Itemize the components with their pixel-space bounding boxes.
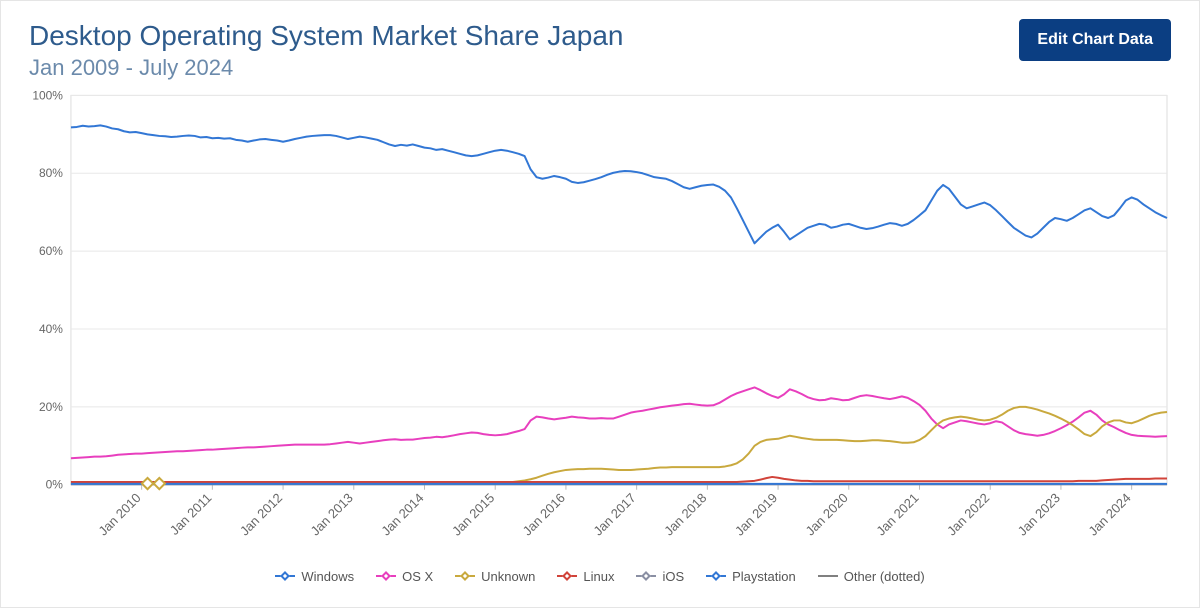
legend-label: OS X [402, 569, 433, 584]
legend-item[interactable]: Linux [557, 569, 614, 584]
svg-text:Jan 2012: Jan 2012 [237, 490, 285, 538]
legend-item[interactable]: Playstation [706, 569, 796, 584]
svg-text:Jan 2013: Jan 2013 [308, 490, 356, 538]
header: Desktop Operating System Market Share Ja… [29, 19, 1171, 81]
legend-item[interactable]: Windows [275, 569, 354, 584]
svg-text:80%: 80% [39, 166, 63, 180]
svg-text:Jan 2023: Jan 2023 [1015, 490, 1063, 538]
legend-item[interactable]: Other (dotted) [818, 569, 925, 584]
edit-chart-data-button[interactable]: Edit Chart Data [1019, 19, 1171, 61]
svg-text:Jan 2022: Jan 2022 [944, 490, 992, 538]
line-chart: 0% 20% 40% 60% 80% 100% Jan 2010 Jan 2011 Jan 20… [29, 87, 1171, 567]
legend-label: iOS [662, 569, 684, 584]
legend-item[interactable]: Unknown [455, 569, 535, 584]
page-subtitle: Jan 2009 - July 2024 [29, 55, 624, 81]
legend-item[interactable]: OS X [376, 569, 433, 584]
svg-text:Jan 2021: Jan 2021 [873, 490, 921, 538]
chart-container: Desktop Operating System Market Share Ja… [0, 0, 1200, 608]
legend-label: Playstation [732, 569, 796, 584]
legend-label: Unknown [481, 569, 535, 584]
svg-text:0%: 0% [46, 477, 64, 491]
svg-text:Jan 2017: Jan 2017 [590, 490, 638, 538]
svg-text:Jan 2011: Jan 2011 [167, 490, 215, 538]
svg-text:20%: 20% [39, 399, 63, 413]
page-title: Desktop Operating System Market Share Ja… [29, 19, 624, 53]
svg-text:Jan 2020: Jan 2020 [803, 490, 851, 538]
chart-area: statcounter 0%20%40%60%80%100%Jan 2010Ja… [29, 87, 1171, 567]
title-block: Desktop Operating System Market Share Ja… [29, 19, 624, 81]
svg-text:Jan 2019: Jan 2019 [732, 490, 780, 538]
svg-text:Jan 2018: Jan 2018 [661, 490, 709, 538]
legend-label: Linux [583, 569, 614, 584]
svg-text:Jan 2010: Jan 2010 [95, 490, 143, 538]
svg-text:Jan 2014: Jan 2014 [378, 490, 426, 538]
svg-text:Jan 2016: Jan 2016 [520, 490, 568, 538]
legend: Windows OS X Unknown Linux iOS Playstation Oth… [29, 569, 1171, 584]
svg-text:Jan 2015: Jan 2015 [449, 490, 497, 538]
legend-label: Other (dotted) [844, 569, 925, 584]
svg-text:100%: 100% [32, 88, 63, 102]
svg-text:Jan 2024: Jan 2024 [1085, 490, 1133, 538]
svg-text:60%: 60% [39, 244, 63, 258]
svg-text:40%: 40% [39, 322, 63, 336]
legend-label: Windows [301, 569, 354, 584]
legend-item[interactable]: iOS [636, 569, 684, 584]
